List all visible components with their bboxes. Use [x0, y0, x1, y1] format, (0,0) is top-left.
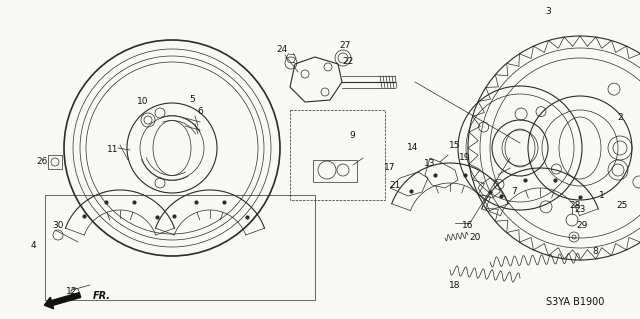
- Text: 23: 23: [574, 205, 586, 214]
- Bar: [45, 195, 315, 300]
- Bar: [48, 155, 62, 169]
- Text: 16: 16: [462, 220, 474, 229]
- Text: 17: 17: [384, 164, 396, 173]
- Text: 1: 1: [599, 190, 605, 199]
- Text: 27: 27: [339, 41, 351, 49]
- Text: 9: 9: [349, 130, 355, 139]
- Text: 21: 21: [389, 181, 401, 189]
- Bar: [290, 110, 385, 200]
- Text: 4: 4: [30, 241, 36, 249]
- Bar: [313, 160, 357, 182]
- Text: 3: 3: [545, 8, 551, 17]
- Text: 19: 19: [460, 153, 471, 162]
- Text: FR.: FR.: [93, 291, 111, 301]
- Text: 15: 15: [449, 140, 461, 150]
- Text: 12: 12: [67, 287, 77, 296]
- Text: 14: 14: [407, 144, 419, 152]
- Text: 22: 22: [342, 57, 354, 66]
- Text: 30: 30: [52, 220, 64, 229]
- Text: 6: 6: [197, 108, 203, 116]
- Text: 25: 25: [616, 201, 628, 210]
- Text: 24: 24: [276, 46, 287, 55]
- FancyArrow shape: [44, 293, 81, 309]
- Text: 10: 10: [137, 98, 148, 107]
- Text: 18: 18: [449, 280, 461, 290]
- Text: S3YA B1900: S3YA B1900: [546, 297, 604, 307]
- Text: 2: 2: [617, 114, 623, 122]
- Text: 5: 5: [189, 95, 195, 105]
- Text: 28: 28: [570, 201, 580, 210]
- Text: 11: 11: [108, 145, 119, 154]
- Text: 20: 20: [469, 234, 481, 242]
- Text: 13: 13: [424, 159, 436, 167]
- Text: 7: 7: [511, 188, 517, 197]
- Text: 29: 29: [576, 220, 588, 229]
- Text: 8: 8: [592, 248, 598, 256]
- Text: 26: 26: [36, 158, 48, 167]
